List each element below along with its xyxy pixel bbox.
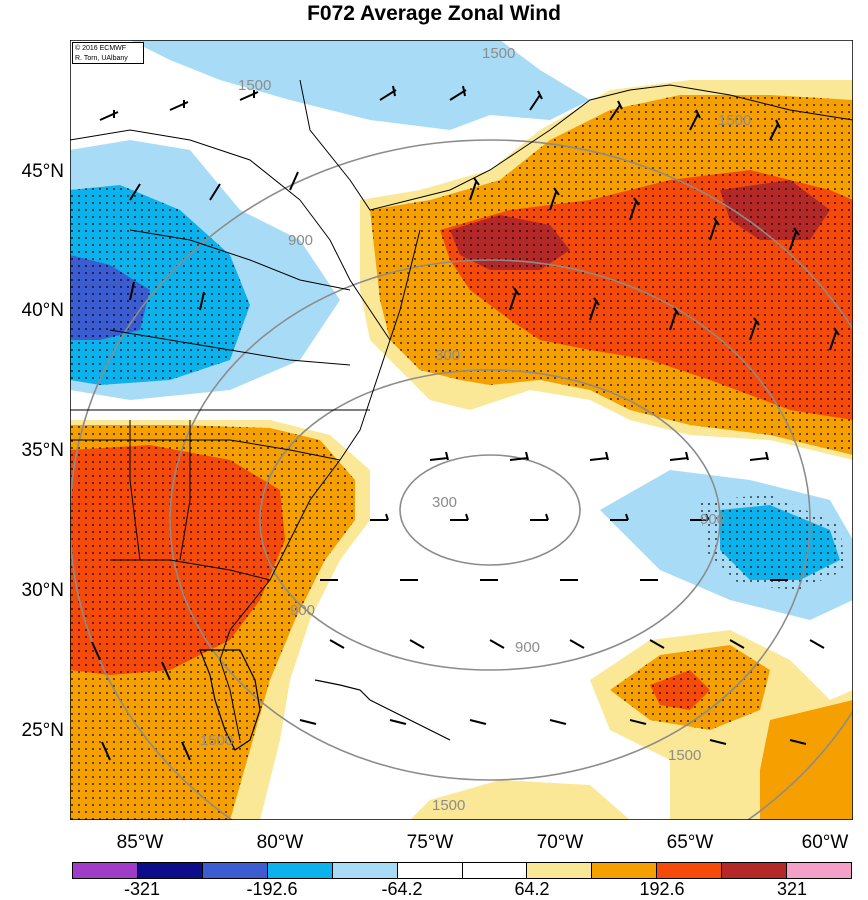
lat-label: 45°N [21,161,64,182]
colorbar-swatch [137,863,203,878]
contour-label: 1500 [238,77,271,94]
lon-label: 85°W [116,832,164,853]
lon-label: 70°W [536,832,584,853]
yellow-region-south-center [410,780,630,820]
credit-box: © 2016 ECMWF R. Torn, UAlbany [72,42,144,64]
stipple-northeast [370,95,853,455]
lat-label: 35°N [21,440,64,461]
map-panel: 1500 1500 1500 900 900 900 300 300 900 1… [70,40,853,820]
orange-region-southeast-corner [760,700,853,820]
lat-label: 40°N [21,300,64,321]
contour-label: 1500 [482,45,515,62]
colorbar-swatch [592,863,658,878]
colorbar-swatch [397,863,463,878]
lon-label: 80°W [256,832,304,853]
colorbar-swatch [722,863,788,878]
contour-label: 900 [515,639,540,656]
contour-label: 900 [290,602,315,619]
contour-label: 1500 [718,112,751,129]
colorbar-swatch [787,863,852,878]
contour-label: 900 [288,232,313,249]
contour-labels: 1500 1500 1500 900 900 900 300 300 900 1… [200,45,751,814]
lat-label: 25°N [21,720,64,741]
colorbar-label: 64.2 [514,879,550,899]
florida-and-caribbean-outline [199,649,451,751]
lon-label: 65°W [666,832,714,853]
light-blue-region-north [130,40,590,130]
colorbar-swatch [462,863,528,878]
coastlines-and-borders [70,79,853,741]
contour-label: 1500 [200,732,233,749]
contour-label: 900 [700,511,725,528]
colorbar-label: 192.6 [639,879,685,899]
height-contours [70,139,853,820]
lon-label: 75°W [406,832,454,853]
colorbar-swatch [657,863,723,878]
stipple-east-blue [700,495,845,590]
wind-barbs [91,85,840,761]
chart-title: F072 Average Zonal Wind [307,2,561,25]
credit-line: © 2016 ECMWF [75,45,127,52]
contour-label: 1500 [432,797,465,814]
contour-label: 300 [432,494,457,511]
colorbar-label: 321 [776,879,808,899]
lon-label: 60°W [801,832,849,853]
contour-label: 300 [435,347,460,364]
contour-label: 1500 [668,747,701,764]
colorbar-swatch [73,863,138,878]
colorbar-swatch [332,863,398,878]
colorbar-swatch [267,863,333,878]
colorbar-label: -64.2 [381,879,423,899]
credit-line: R. Torn, UAlbany [75,55,128,62]
stipple-south [610,645,770,730]
colorbar-label: -321 [123,879,161,899]
lat-label: 30°N [21,580,64,601]
colorbar [72,862,852,879]
stipple-southeast [70,425,355,820]
colorbar-label: -192.6 [246,879,298,899]
colorbar-swatch [202,863,268,878]
colorbar-swatch [527,863,593,878]
